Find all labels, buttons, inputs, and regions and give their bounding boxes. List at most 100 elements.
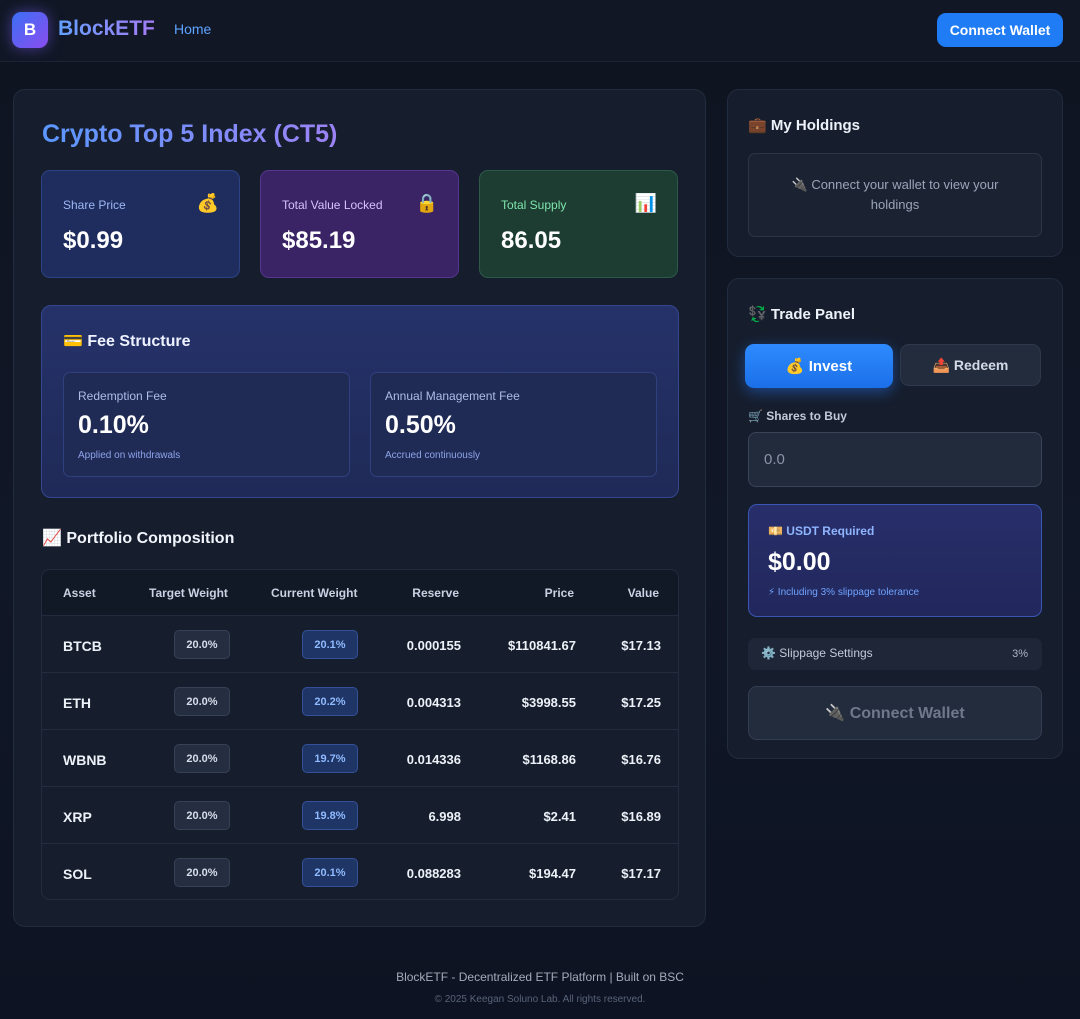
fee-note: Accrued continuously xyxy=(385,450,481,461)
column-header-reserve: Reserve xyxy=(412,586,459,600)
money-bag-icon: 💰 xyxy=(196,193,219,213)
trade-title: Trade Panel xyxy=(770,306,856,323)
reserve-value: 0.014336 xyxy=(406,752,461,767)
trade-connect-wallet-button[interactable]: 🔌 Connect Wallet xyxy=(748,686,1042,740)
asset-symbol: BTCB xyxy=(63,638,102,654)
holding-value: $17.13 xyxy=(621,638,661,653)
logo-icon[interactable]: B xyxy=(12,12,48,48)
shares-input[interactable] xyxy=(748,432,1042,487)
table-row: BTCB 20.0% 20.1% 0.000155 $110841.67 $17… xyxy=(42,615,678,672)
stat-label: Total Value Locked xyxy=(282,198,383,212)
stat-card-total-supply: Total Supply 📊 86.05 xyxy=(479,170,678,278)
header-connect-wallet-button[interactable]: Connect Wallet xyxy=(937,13,1063,47)
fee-structure-title: Fee Structure xyxy=(87,333,191,350)
portfolio-table: Asset Target Weight Current Weight Reser… xyxy=(41,569,679,900)
bar-chart-icon: 📊 xyxy=(634,193,657,213)
holding-value: $16.76 xyxy=(621,752,661,767)
tab-invest[interactable]: 💰 Invest xyxy=(745,344,893,388)
reserve-value: 0.000155 xyxy=(406,638,461,653)
holding-value: $16.89 xyxy=(621,809,661,824)
current-weight-badge: 19.7% xyxy=(302,744,358,773)
fee-card-redemption: Redemption Fee 0.10% Applied on withdraw… xyxy=(63,372,350,477)
current-weight-badge: 20.1% xyxy=(302,630,358,659)
reserve-value: 0.004313 xyxy=(406,695,461,710)
price-value: $110841.67 xyxy=(508,638,576,653)
column-header-value: Value xyxy=(627,586,659,600)
fee-card-management: Annual Management Fee 0.50% Accrued cont… xyxy=(370,372,657,477)
usdt-required-label: 💴 USDT Required xyxy=(768,524,875,538)
stat-card-share-price: Share Price 💰 $0.99 xyxy=(41,170,240,278)
reserve-value: 0.088283 xyxy=(406,866,461,881)
fee-structure-section: 💳 Fee Structure Redemption Fee 0.10% App… xyxy=(41,305,679,498)
stat-value: $85.19 xyxy=(282,227,356,254)
currency-exchange-icon: 💱 xyxy=(748,306,767,323)
target-weight-badge: 20.0% xyxy=(174,744,230,773)
stat-value: $0.99 xyxy=(63,227,124,254)
table-row: WBNB 20.0% 19.7% 0.014336 $1168.86 $16.7… xyxy=(42,729,678,786)
holding-value: $17.17 xyxy=(621,866,661,881)
top-header: B BlockETF Home Connect Wallet xyxy=(0,0,1080,62)
slippage-note: ⚡ Including 3% slippage tolerance xyxy=(768,587,920,598)
asset-symbol: WBNB xyxy=(63,752,107,768)
credit-card-icon: 💳 xyxy=(63,333,83,350)
nav-home-link[interactable]: Home xyxy=(174,21,212,37)
table-row: XRP 20.0% 19.8% 6.998 $2.41 $16.89 xyxy=(42,786,678,843)
holdings-title: My Holdings xyxy=(770,117,861,134)
portfolio-heading: 📈 Portfolio Composition xyxy=(42,528,234,548)
slippage-value: 3% xyxy=(1012,648,1028,660)
brand-name[interactable]: BlockETF xyxy=(58,17,155,40)
holdings-heading: 💼 My Holdings xyxy=(748,116,860,134)
price-value: $194.47 xyxy=(529,866,576,881)
column-header-current-weight: Current Weight xyxy=(271,586,358,600)
reserve-value: 6.998 xyxy=(428,809,461,824)
trade-panel: 💱 Trade Panel 💰 Invest 📤 Redeem 🛒 Shares… xyxy=(727,278,1063,759)
usdt-required-value: $0.00 xyxy=(768,548,831,576)
tab-redeem[interactable]: 📤 Redeem xyxy=(900,344,1041,386)
chart-increasing-icon: 📈 xyxy=(42,530,62,547)
price-value: $1168.86 xyxy=(522,752,576,767)
target-weight-badge: 20.0% xyxy=(174,858,230,887)
slippage-settings-label: ⚙️ Slippage Settings xyxy=(761,646,873,660)
table-header: Asset Target Weight Current Weight Reser… xyxy=(42,570,678,615)
footer-copyright: © 2025 Keegan Soluno Lab. All rights res… xyxy=(434,994,646,1005)
column-header-price: Price xyxy=(544,586,574,600)
fee-note: Applied on withdrawals xyxy=(78,450,181,461)
fee-structure-heading: 💳 Fee Structure xyxy=(63,331,191,351)
stat-label: Share Price xyxy=(63,198,126,212)
fee-label: Redemption Fee xyxy=(78,389,167,403)
portfolio-title: Portfolio Composition xyxy=(66,530,235,547)
target-weight-badge: 20.0% xyxy=(174,687,230,716)
current-weight-badge: 20.2% xyxy=(302,687,358,716)
current-weight-badge: 20.1% xyxy=(302,858,358,887)
asset-symbol: SOL xyxy=(63,866,92,882)
fee-value: 0.10% xyxy=(78,411,149,439)
stat-label: Total Supply xyxy=(501,198,567,212)
asset-symbol: ETH xyxy=(63,695,91,711)
current-weight-badge: 19.8% xyxy=(302,801,358,830)
price-value: $2.41 xyxy=(543,809,576,824)
fee-value: 0.50% xyxy=(385,411,456,439)
stat-value: 86.05 xyxy=(501,227,562,254)
index-panel: Crypto Top 5 Index (CT5) Share Price 💰 $… xyxy=(13,89,706,927)
asset-symbol: XRP xyxy=(63,809,92,825)
table-row: SOL 20.0% 20.1% 0.088283 $194.47 $17.17 xyxy=(42,843,678,899)
page-title: Crypto Top 5 Index (CT5) xyxy=(42,120,338,148)
holding-value: $17.25 xyxy=(621,695,661,710)
fee-label: Annual Management Fee xyxy=(385,389,520,403)
shares-to-buy-label: 🛒 Shares to Buy xyxy=(748,409,847,423)
usdt-required-box: 💴 USDT Required $0.00 ⚡ Including 3% sli… xyxy=(748,504,1042,617)
target-weight-badge: 20.0% xyxy=(174,630,230,659)
trade-heading: 💱 Trade Panel xyxy=(748,305,855,323)
column-header-asset: Asset xyxy=(63,586,96,600)
stat-card-tvl: Total Value Locked 🔒 $85.19 xyxy=(260,170,459,278)
lock-icon: 🔒 xyxy=(415,193,438,213)
slippage-settings-toggle[interactable]: ⚙️ Slippage Settings 3% xyxy=(748,638,1042,670)
holdings-empty-message: 🔌 Connect your wallet to view your holdi… xyxy=(748,153,1042,237)
target-weight-badge: 20.0% xyxy=(174,801,230,830)
briefcase-icon: 💼 xyxy=(748,117,767,134)
footer-text: BlockETF - Decentralized ETF Platform | … xyxy=(396,970,684,984)
price-value: $3998.55 xyxy=(521,695,576,710)
column-header-target-weight: Target Weight xyxy=(149,586,228,600)
holdings-panel: 💼 My Holdings 🔌 Connect your wallet to v… xyxy=(727,89,1063,257)
table-row: ETH 20.0% 20.2% 0.004313 $3998.55 $17.25 xyxy=(42,672,678,729)
